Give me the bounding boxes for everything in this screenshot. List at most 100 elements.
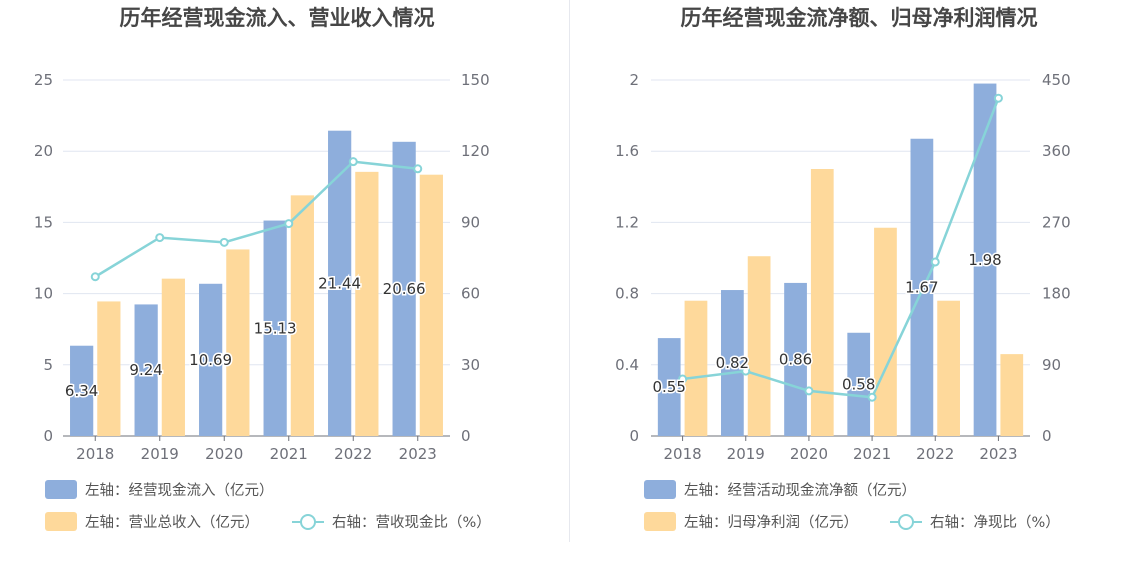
legend-line-marker[interactable] bbox=[300, 514, 316, 530]
line-point bbox=[284, 219, 294, 229]
bar-data-label: 10.69 bbox=[189, 351, 232, 369]
legend-swatch[interactable] bbox=[45, 512, 77, 531]
bar-primary bbox=[70, 345, 94, 436]
line-series bbox=[682, 97, 1000, 399]
bar-data-label: 1.67 bbox=[905, 278, 938, 296]
x-tick-label: 2019 bbox=[141, 445, 179, 463]
bar-data-label: 21.44 bbox=[318, 274, 361, 292]
bar-secondary bbox=[937, 300, 960, 436]
x-tick-label: 2023 bbox=[979, 445, 1017, 463]
chart-group: 历年经营现金流净额、归母净利润情况 0 0.4 0.8 1.2 1.6 2 0 90 180 270… bbox=[615, 6, 1071, 531]
y-right-tick-label: 450 bbox=[1042, 71, 1071, 89]
y-right-tick-label: 30 bbox=[461, 356, 480, 374]
line-point bbox=[804, 386, 814, 396]
legend-line-marker[interactable] bbox=[898, 514, 914, 530]
y-right-tick-label: 60 bbox=[461, 285, 480, 303]
bar-secondary bbox=[747, 256, 771, 436]
x-tick-label: 2022 bbox=[916, 445, 954, 463]
y-left-tick-label: 25 bbox=[34, 71, 53, 89]
chart-panel-left: 历年经营现金流入、营业收入情况 0 5 10 15 20 25 0 30 60 90 120 150 20… bbox=[34, 6, 491, 531]
legend-swatch[interactable] bbox=[45, 480, 77, 499]
line-point bbox=[993, 93, 1003, 103]
line-point bbox=[930, 257, 940, 267]
chart-title: 历年经营现金流入、营业收入情况 bbox=[120, 6, 435, 30]
y-right-tick-label: 90 bbox=[1042, 356, 1061, 374]
bar-primary bbox=[973, 83, 997, 436]
bar-secondary bbox=[226, 249, 250, 436]
y-left-tick-label: 5 bbox=[43, 356, 53, 374]
bar-secondary bbox=[419, 174, 443, 437]
y-left-tick-label: 2 bbox=[629, 71, 639, 89]
line-point bbox=[155, 233, 165, 243]
bar-data-label: 9.24 bbox=[129, 361, 162, 379]
x-tick-label: 2018 bbox=[76, 445, 114, 463]
legend-swatch[interactable] bbox=[644, 512, 676, 531]
bar-secondary bbox=[97, 301, 121, 436]
bar-data-label: 0.82 bbox=[716, 354, 749, 372]
bar-data-label: 20.66 bbox=[383, 280, 426, 298]
bar-primary bbox=[784, 282, 807, 436]
bar-primary bbox=[721, 290, 744, 436]
bar-primary bbox=[847, 332, 871, 436]
bar-data-label: 0.58 bbox=[842, 375, 875, 393]
line-point bbox=[219, 237, 229, 247]
bar-secondary bbox=[355, 171, 379, 436]
y-left-tick-label: 0.8 bbox=[615, 285, 639, 303]
bar-primary bbox=[263, 220, 287, 436]
y-left-tick-label: 10 bbox=[34, 285, 53, 303]
y-right-tick-label: 0 bbox=[1042, 427, 1052, 445]
x-tick-label: 2020 bbox=[790, 445, 828, 463]
bar-secondary bbox=[290, 195, 314, 436]
x-tick-label: 2019 bbox=[727, 445, 765, 463]
panel-divider bbox=[569, 0, 570, 542]
legend-label[interactable]: 左轴：经营现金流入（亿元） bbox=[85, 482, 274, 499]
chart-title: 历年经营现金流净额、归母净利润情况 bbox=[681, 6, 1038, 30]
x-tick-label: 2021 bbox=[853, 445, 891, 463]
y-left-tick-label: 0 bbox=[629, 427, 639, 445]
y-left-tick-label: 0 bbox=[43, 427, 53, 445]
chart-svg-right: 历年经营现金流净额、归母净利润情况 0 0.4 0.8 1.2 1.6 2 0 90 180 270… bbox=[615, 6, 1071, 531]
y-right-tick-label: 270 bbox=[1042, 213, 1071, 231]
bar-data-label: 0.55 bbox=[653, 378, 686, 396]
bar-data-label: 0.86 bbox=[779, 350, 812, 368]
bar-secondary bbox=[810, 169, 834, 436]
chart-svg-left: 历年经营现金流入、营业收入情况 0 5 10 15 20 25 0 30 60 90 120 150 20… bbox=[34, 6, 491, 531]
bar-primary bbox=[657, 338, 681, 436]
legend-label[interactable]: 左轴：营业总收入（亿元） bbox=[85, 514, 259, 531]
bar-data-label: 15.13 bbox=[254, 319, 297, 337]
x-tick-label: 2021 bbox=[270, 445, 308, 463]
y-right-tick-label: 90 bbox=[461, 213, 480, 231]
legend-label[interactable]: 左轴：经营活动现金流净额（亿元） bbox=[684, 482, 916, 499]
line-point bbox=[90, 272, 100, 282]
bar-primary bbox=[910, 138, 934, 437]
bar-primary bbox=[134, 304, 158, 436]
legend-swatch[interactable] bbox=[644, 480, 676, 499]
chart-group: 历年经营现金流入、营业收入情况 0 5 10 15 20 25 0 30 60 90 120 150 20… bbox=[34, 6, 491, 531]
bar-primary bbox=[199, 283, 223, 436]
bar-data-label: 6.34 bbox=[65, 382, 98, 400]
y-left-tick-label: 15 bbox=[34, 213, 53, 231]
legend-label[interactable]: 左轴：归母净利润（亿元） bbox=[684, 514, 858, 531]
chart-panel-right: 历年经营现金流净额、归母净利润情况 0 0.4 0.8 1.2 1.6 2 0 90 180 270… bbox=[567, 0, 1134, 582]
line-point bbox=[678, 374, 688, 384]
bar-secondary bbox=[874, 227, 897, 436]
line-point bbox=[867, 392, 877, 402]
y-right-tick-label: 360 bbox=[1042, 142, 1071, 160]
x-tick-label: 2022 bbox=[334, 445, 372, 463]
y-left-tick-label: 1.6 bbox=[615, 142, 639, 160]
bar-primary bbox=[392, 141, 416, 436]
y-right-tick-label: 120 bbox=[461, 142, 490, 160]
y-left-tick-label: 20 bbox=[34, 142, 53, 160]
legend-label[interactable]: 右轴：营收现金比（%） bbox=[332, 514, 491, 531]
bar-secondary bbox=[684, 300, 708, 436]
y-right-tick-label: 150 bbox=[461, 71, 490, 89]
line-point bbox=[348, 157, 358, 167]
line-point bbox=[741, 366, 751, 376]
x-tick-label: 2018 bbox=[663, 445, 701, 463]
bar-data-label: 1.98 bbox=[968, 251, 1001, 269]
line-point bbox=[413, 164, 423, 174]
legend-label[interactable]: 右轴：净现比（%） bbox=[930, 514, 1060, 531]
y-right-tick-label: 0 bbox=[461, 427, 471, 445]
bar-secondary bbox=[161, 278, 185, 436]
y-right-tick-label: 180 bbox=[1042, 285, 1071, 303]
